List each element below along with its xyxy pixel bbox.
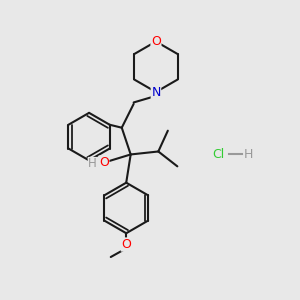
Text: H: H [244, 148, 254, 161]
Text: O: O [99, 156, 109, 169]
Text: H: H [88, 158, 97, 170]
Text: N: N [151, 85, 160, 98]
Text: Cl: Cl [212, 148, 224, 161]
Text: O: O [151, 35, 161, 48]
Text: O: O [121, 238, 131, 251]
